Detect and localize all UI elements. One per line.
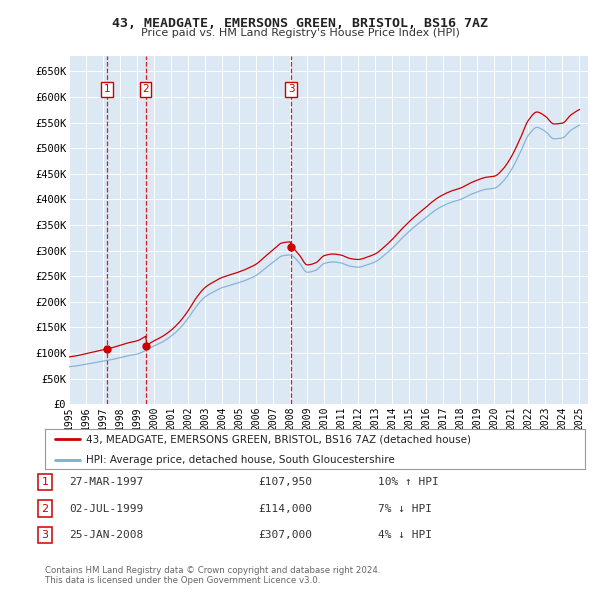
Text: 10% ↑ HPI: 10% ↑ HPI <box>378 477 439 487</box>
Text: £107,950: £107,950 <box>258 477 312 487</box>
Text: 7% ↓ HPI: 7% ↓ HPI <box>378 504 432 513</box>
Text: Price paid vs. HM Land Registry's House Price Index (HPI): Price paid vs. HM Land Registry's House … <box>140 28 460 38</box>
Text: 4% ↓ HPI: 4% ↓ HPI <box>378 530 432 540</box>
Text: 43, MEADGATE, EMERSONS GREEN, BRISTOL, BS16 7AZ: 43, MEADGATE, EMERSONS GREEN, BRISTOL, B… <box>112 17 488 30</box>
Text: 25-JAN-2008: 25-JAN-2008 <box>69 530 143 540</box>
Text: £114,000: £114,000 <box>258 504 312 513</box>
Text: 1: 1 <box>41 477 49 487</box>
Text: 1: 1 <box>104 84 110 94</box>
Text: 2: 2 <box>142 84 149 94</box>
Text: 2: 2 <box>41 504 49 513</box>
Text: 3: 3 <box>41 530 49 540</box>
Text: Contains HM Land Registry data © Crown copyright and database right 2024.
This d: Contains HM Land Registry data © Crown c… <box>45 566 380 585</box>
Text: 43, MEADGATE, EMERSONS GREEN, BRISTOL, BS16 7AZ (detached house): 43, MEADGATE, EMERSONS GREEN, BRISTOL, B… <box>86 434 470 444</box>
Text: £307,000: £307,000 <box>258 530 312 540</box>
Text: HPI: Average price, detached house, South Gloucestershire: HPI: Average price, detached house, Sout… <box>86 455 394 466</box>
Text: 27-MAR-1997: 27-MAR-1997 <box>69 477 143 487</box>
Text: 02-JUL-1999: 02-JUL-1999 <box>69 504 143 513</box>
Text: 3: 3 <box>288 84 295 94</box>
